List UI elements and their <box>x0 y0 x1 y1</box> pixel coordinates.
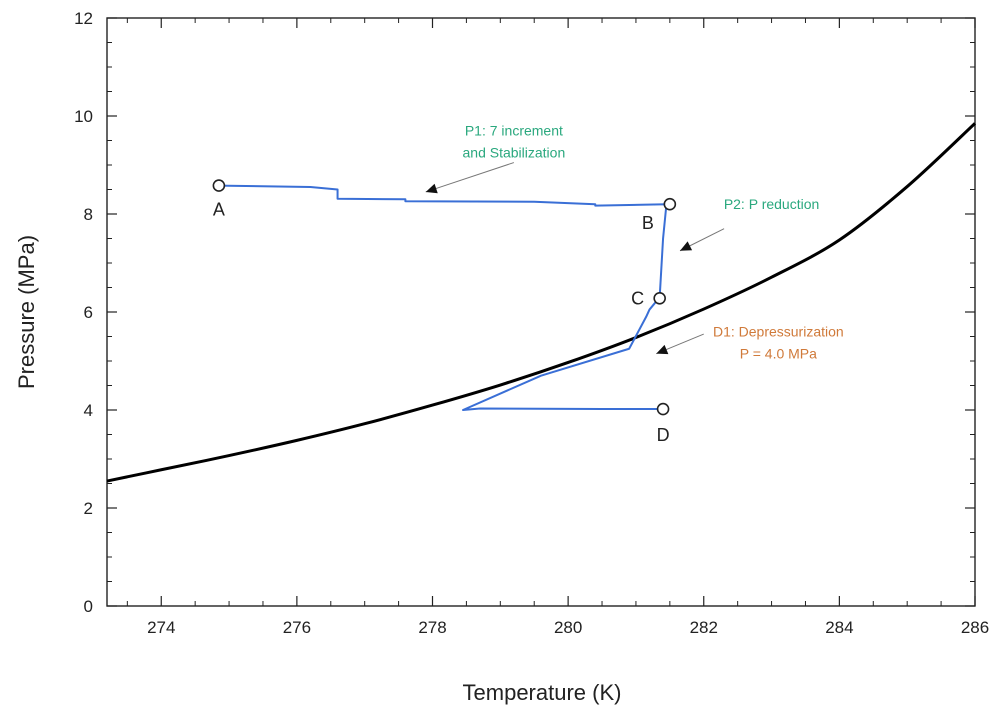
x-axis-title: Temperature (K) <box>463 680 622 705</box>
point-label-c: C <box>631 288 644 308</box>
x-tick-label: 280 <box>554 618 582 637</box>
y-axis-title: Pressure (MPa) <box>14 235 39 389</box>
annotation-leader-1 <box>425 162 515 193</box>
points-layer: A B C D <box>212 179 677 445</box>
x-tick-label: 274 <box>147 618 175 637</box>
plot-frame <box>106 17 976 607</box>
x-tick-label: 286 <box>961 618 989 637</box>
annotation-arrowhead-1 <box>425 183 438 194</box>
equilibrium-curve <box>106 122 977 483</box>
x-tick-label: 276 <box>283 618 311 637</box>
y-tick-label: 10 <box>74 107 93 126</box>
annotation-arrowhead-3 <box>656 344 669 355</box>
series-layer <box>106 122 977 483</box>
ticks: 274 276 278 280 282 284 286 0 2 4 6 8 10 12 <box>74 9 989 637</box>
annotation-text-3: P = 4.0 MPa <box>740 346 817 362</box>
point-marker-d <box>656 402 670 416</box>
point-label-d: D <box>657 425 670 445</box>
annotation-text-3: D1: Depressurization <box>713 324 844 340</box>
annotation-text-1: P1: 7 increment <box>465 123 563 139</box>
point-label-b: B <box>642 213 654 233</box>
y-tick-label: 2 <box>84 499 93 518</box>
y-tick-label: 0 <box>84 597 93 616</box>
annotation-arrowhead-2 <box>680 241 693 251</box>
y-tick-label: 8 <box>84 205 93 224</box>
y-tick-label: 4 <box>84 401 93 420</box>
y-tick-label: 6 <box>84 303 93 322</box>
x-tick-label: 284 <box>825 618 853 637</box>
annotations-layer: P1: 7 increment and Stabilization P2: P re… <box>425 123 844 362</box>
x-tick-label: 278 <box>418 618 446 637</box>
experiment-trajectory <box>218 184 668 411</box>
x-tick-label: 282 <box>690 618 718 637</box>
annotation-text-1: and Stabilization <box>463 145 566 161</box>
axes <box>106 17 976 607</box>
point-marker-c <box>653 291 666 305</box>
y-tick-label: 12 <box>74 9 93 28</box>
point-marker-b <box>663 197 677 211</box>
point-marker-a <box>212 179 226 192</box>
point-label-a: A <box>213 200 225 220</box>
annotation-text-2: P2: P reduction <box>724 196 819 212</box>
